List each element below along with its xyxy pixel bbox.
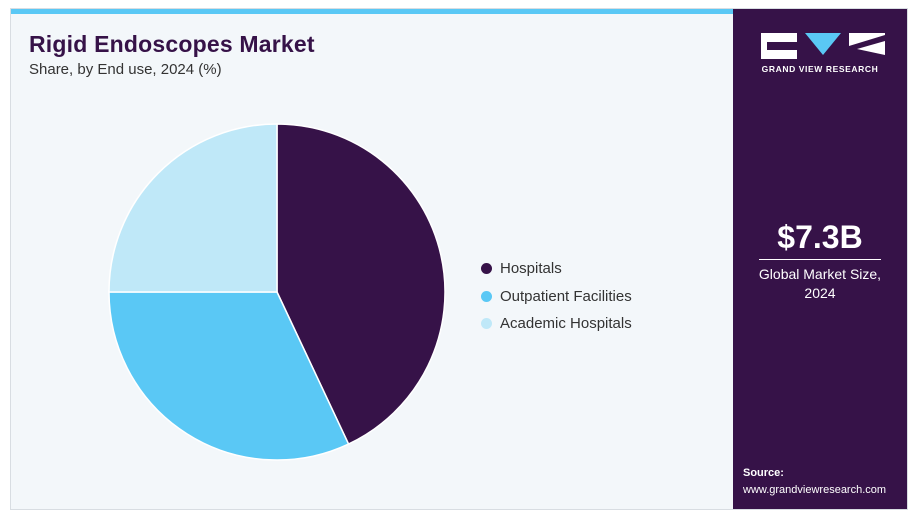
source-url[interactable]: www.grandviewresearch.com bbox=[743, 484, 887, 496]
divider bbox=[759, 259, 881, 260]
market-size-value: $7.3B bbox=[777, 219, 863, 255]
market-size-label-line1: Global Market Size, bbox=[758, 266, 882, 282]
legend-label: Hospitals bbox=[500, 260, 562, 278]
chart-panel: Rigid Endoscopes Market Share, by End us… bbox=[11, 9, 733, 509]
pie-slice-academic-hospitals bbox=[108, 123, 278, 293]
legend-item-outpatient-facilities: Outpatient Facilities bbox=[481, 283, 632, 311]
chart-subtitle: Share, by End use, 2024 (%) bbox=[29, 61, 222, 78]
legend-label: Academic Hospitals bbox=[500, 315, 632, 333]
market-size-label-line2: 2024 bbox=[804, 285, 836, 301]
legend-item-hospitals: Hospitals bbox=[481, 255, 632, 283]
market-size-label: Global Market Size, 2024 bbox=[733, 265, 907, 303]
legend-marker bbox=[481, 263, 492, 275]
legend-label: Outpatient Facilities bbox=[500, 287, 632, 305]
pie-chart bbox=[108, 123, 446, 461]
legend-marker bbox=[481, 290, 492, 302]
legend-marker bbox=[481, 318, 492, 330]
grand-view-research-logo bbox=[761, 33, 885, 59]
pie-slice-outpatient-facilities bbox=[108, 291, 350, 461]
chart-title: Rigid Endoscopes Market bbox=[29, 31, 315, 57]
legend-item-academic-hospitals: Academic Hospitals bbox=[481, 310, 632, 338]
accent-bar bbox=[11, 9, 733, 14]
pie-slice-hospitals bbox=[276, 123, 446, 446]
source-label: Source: bbox=[743, 467, 784, 479]
chart-card: Rigid Endoscopes Market Share, by End us… bbox=[10, 8, 908, 510]
brand-sidebar: GRAND VIEW RESEARCH $7.3B Global Market … bbox=[733, 9, 907, 509]
brand-name: GRAND VIEW RESEARCH bbox=[761, 64, 879, 74]
chart-legend: Hospitals Outpatient Facilities Academic H… bbox=[481, 255, 632, 338]
